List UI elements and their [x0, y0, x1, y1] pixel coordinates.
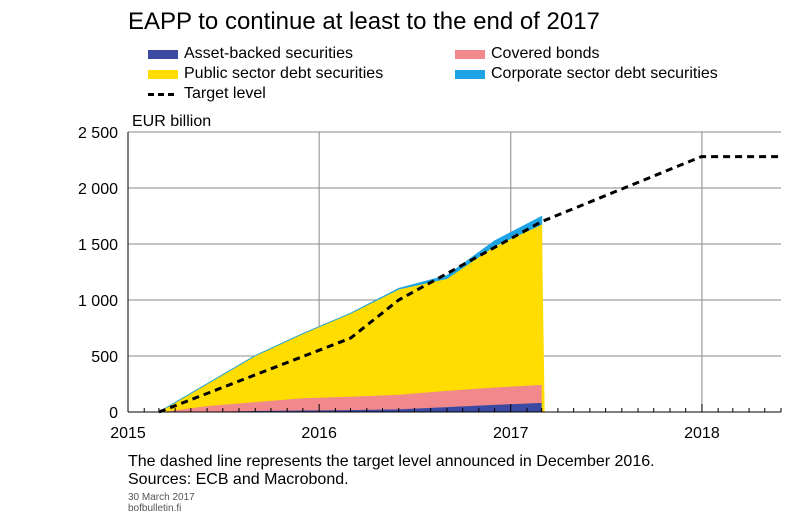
- y-axis-unit-label: EUR billion: [132, 113, 212, 130]
- legend-swatch-public-sector: [148, 69, 178, 79]
- legend-item-public-sector: Public sector debt securities: [148, 64, 383, 84]
- x-tick-label-2018: 2018: [684, 425, 720, 442]
- legend-swatch-target-level: [148, 90, 178, 99]
- footnote-target: The dashed line represents the target le…: [128, 453, 655, 470]
- legend-label-target-level: Target level: [184, 85, 266, 102]
- y-tick-label: 0: [109, 405, 118, 422]
- footnote-sources: Sources: ECB and Macrobond.: [128, 471, 349, 488]
- target-level-line: [158, 155, 781, 414]
- legend-item-asset-backed: Asset-backed securities: [148, 44, 353, 64]
- legend-swatch-asset-backed: [148, 49, 178, 59]
- y-tick-label: 1 000: [78, 293, 118, 310]
- legend-swatch-covered-bonds: [455, 49, 485, 59]
- legend-swatch-corporate-sector: [455, 69, 485, 79]
- x-tick-label-2015: 2015: [110, 425, 146, 442]
- legend-label-corporate-sector: Corporate sector debt securities: [491, 65, 718, 82]
- y-tick-label: 1 500: [78, 237, 118, 254]
- legend-item-covered-bonds: Covered bonds: [455, 44, 600, 64]
- y-tick-label: 2 500: [78, 125, 118, 142]
- chart-title: EAPP to continue at least to the end of …: [128, 8, 600, 35]
- x-tick-label-2016: 2016: [301, 425, 337, 442]
- x-tick-label-2017: 2017: [493, 425, 529, 442]
- area-drop-edge: [541, 216, 545, 412]
- legend-item-corporate-sector: Corporate sector debt securities: [455, 64, 718, 84]
- legend-label-asset-backed: Asset-backed securities: [184, 45, 353, 62]
- publication-date: 30 March 2017: [128, 492, 195, 503]
- y-tick-label: 2 000: [78, 181, 118, 198]
- legend-label-public-sector: Public sector debt securities: [184, 65, 384, 82]
- site-name: bofbulletin.fi: [128, 503, 182, 514]
- legend-item-target-level: Target level: [148, 84, 266, 104]
- legend-label-covered-bonds: Covered bonds: [491, 45, 600, 62]
- y-tick-label: 500: [91, 349, 118, 366]
